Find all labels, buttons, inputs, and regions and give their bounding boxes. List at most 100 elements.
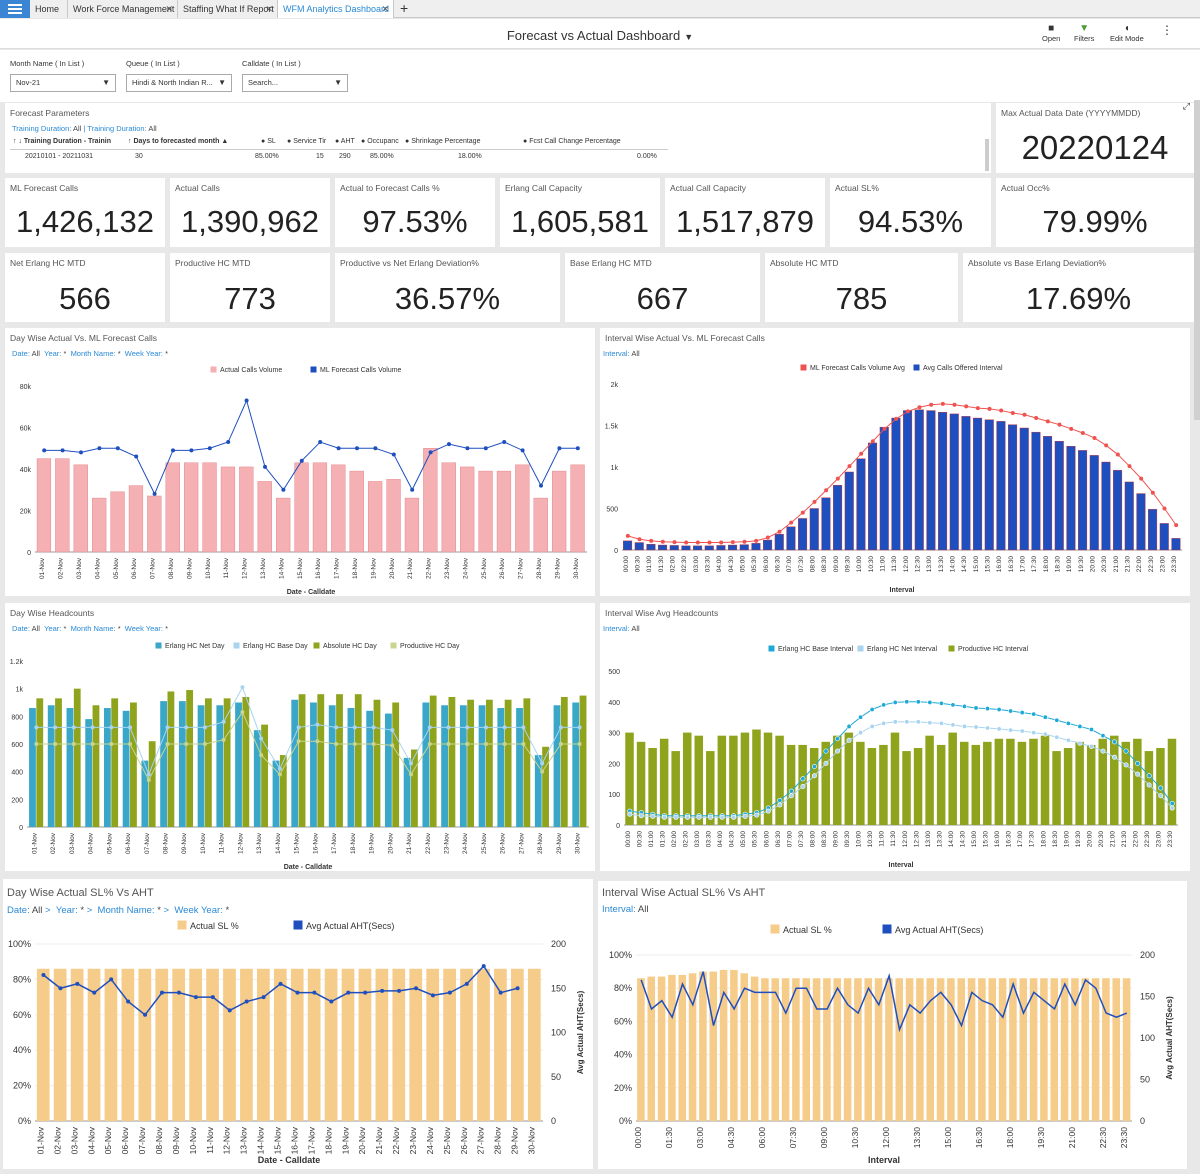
edit-mode-button[interactable]: ◖ Edit Mode [1110,23,1144,43]
bar [879,744,888,825]
chart-title: Interval Wise Avg Headcounts [605,608,719,618]
chart-filters[interactable]: Interval: All [603,624,640,633]
chart-filters[interactable]: Date: All Year: * Month Name: * Week Yea… [12,624,168,633]
chart-filters[interactable]: Date: All Year: * Month Name: * Week Yea… [12,349,168,358]
chart-svg[interactable]: 0 500 1k 1.5k 2k 00:00 00:30 01:00 01:30 02:00 02:… [600,328,1190,596]
kpi-label: Absolute HC MTD [770,258,839,268]
x-tick-label: 03-Nov [69,832,76,854]
bar [947,978,955,1121]
column-header[interactable]: ● SL [261,138,276,145]
close-icon[interactable]: ✕ [165,4,173,14]
max-date-card: Max Actual Data Date (YYYYMMDD) ⤢ 202201… [996,101,1194,173]
close-icon[interactable]: ✕ [381,4,389,14]
x-tick-label: 01:30 [664,1127,674,1149]
tab-staffing-what-if[interactable]: Staffing What If Report ✕ [178,0,278,18]
x-tick-label: 21-Nov [406,832,413,854]
kpi-value: 79.99% [1042,204,1148,239]
tab-work-force-management[interactable]: Work Force Management ✕ [68,0,178,18]
chart-svg[interactable]: 0 200 400 600 800 1k 1.2k 01-Nov 02-Nov 03-Nov 04-… [5,603,595,871]
filters-button[interactable]: ▼ Filters [1074,23,1094,43]
x-tick-label: 09:00 [819,1127,829,1149]
open-button[interactable]: ■ Open [1042,23,1060,43]
kpi-card: Absolute vs Base Erlang Deviation% 17.69% [963,253,1194,322]
calldate-search-input[interactable]: Search... ▼ [242,74,348,92]
x-tick-label: 16:00 [994,831,1001,848]
x-tick-label: 02-Nov [58,557,65,579]
data-point [226,440,231,445]
kpi-value: 1,390,962 [181,204,319,239]
tab-wfm-analytics[interactable]: WFM Analytics Dashboard ✕ [278,0,394,18]
chart-filters[interactable]: Interval: All [602,904,648,915]
column-header[interactable]: ● Service Tir [287,138,327,145]
kpi-value: 566 [59,281,111,316]
x-tick-label: 10:30 [868,556,875,573]
filter-value: * [225,905,230,916]
bar [1098,738,1107,825]
month-select[interactable]: Nov-21 ▼ [10,74,116,92]
x-tick-label: 15:00 [943,1127,953,1149]
data-point [1042,731,1048,737]
title-text: Forecast vs Actual Dashboard [506,28,681,43]
bar [366,710,374,827]
page-title[interactable]: Forecast vs Actual Dashboard ▼ [0,28,1200,43]
column-header[interactable]: ↑ ↓ Training Duration - Trainin [13,138,112,145]
data-point [964,404,969,409]
chart-svg[interactable]: 0% 20% 40% 60% 80% 100% 0 50 100 150 200 Avg Actual… [3,879,593,1169]
close-icon[interactable]: ✕ [265,4,273,14]
bar [1167,738,1177,825]
column-header[interactable]: ● Occupanc [361,138,399,145]
param-header-row [10,135,668,150]
bar [682,732,692,825]
chevron-down-icon: ▼ [334,78,342,87]
more-options-icon[interactable]: ⋮ [1161,23,1173,37]
filter-key: Week Year: [174,905,223,916]
x-tick-label: 04:30 [728,556,735,573]
bar [1091,978,1100,1121]
x-tick-label: 00:30 [635,556,642,573]
data-point [79,450,83,455]
queue-select[interactable]: Hindi & North Indian R... ▼ [126,74,232,92]
y2-tick-label: 0 [551,1116,556,1126]
data-point [210,995,215,1000]
training-duration-filters[interactable]: Training Duration: All | Training Durati… [12,124,157,133]
page-scrollbar[interactable] [1194,100,1200,420]
chart-svg[interactable]: 0 100 200 300 400 500 00:00 00:30 01:00 01:30 02:0… [600,603,1190,871]
data-point [152,491,157,496]
column-header[interactable]: ● Shrinkage Percentage [405,138,481,145]
filter-key: Interval: [603,349,630,358]
expand-icon[interactable]: ⤢ [1182,101,1190,111]
data-point [961,723,967,729]
bar [272,760,280,827]
column-header[interactable]: ↑ Days to forecasted month ▲ [128,138,229,145]
chart-filters[interactable]: Interval: All [603,349,640,358]
chart-svg[interactable]: 0% 20% 40% 60% 80% 100% 0 50 100 150 200 Avg Actual… [598,881,1187,1169]
bar [671,751,680,825]
legend-swatch [881,923,893,935]
data-point [539,483,543,488]
chart-title: Day Wise Headcounts [10,608,95,618]
scrollbar[interactable] [985,139,989,171]
bar [914,409,924,551]
filter-key: Interval: [602,904,636,915]
chart-card: Day Wise Headcounts Date: All Year: * Mo… [5,603,595,871]
tab-home[interactable]: Home [30,0,68,18]
chart-svg[interactable]: 0 20k 40k 60k 80k 01-Nov 02-Nov 03-Nov 04-Nov 05-… [5,328,595,596]
x-tick-label: 14:30 [961,556,968,573]
tab-label: Work Force Management [73,4,175,14]
column-header[interactable]: ● AHT [335,138,355,145]
bar [856,458,866,551]
hamburger-menu-button[interactable] [0,0,30,18]
y-tick-label: 0% [619,1116,632,1126]
bar [657,976,666,1121]
column-header[interactable]: ● Fcst Call Change Percentage [523,138,621,145]
data-point [465,725,470,730]
data-point [1100,748,1106,754]
kpi-card: Actual SL% 94.53% [830,178,991,247]
x-tick-label: 28-Nov [537,832,544,854]
bar [510,968,524,1121]
chevron-down-icon[interactable]: ▼ [684,32,694,42]
bar [403,757,411,827]
x-tick-label: 30-Nov [527,1126,537,1154]
chart-filters[interactable]: Date: All > Year: * > Month Name: * > We… [7,905,230,916]
add-tab-icon[interactable]: + [400,0,409,16]
